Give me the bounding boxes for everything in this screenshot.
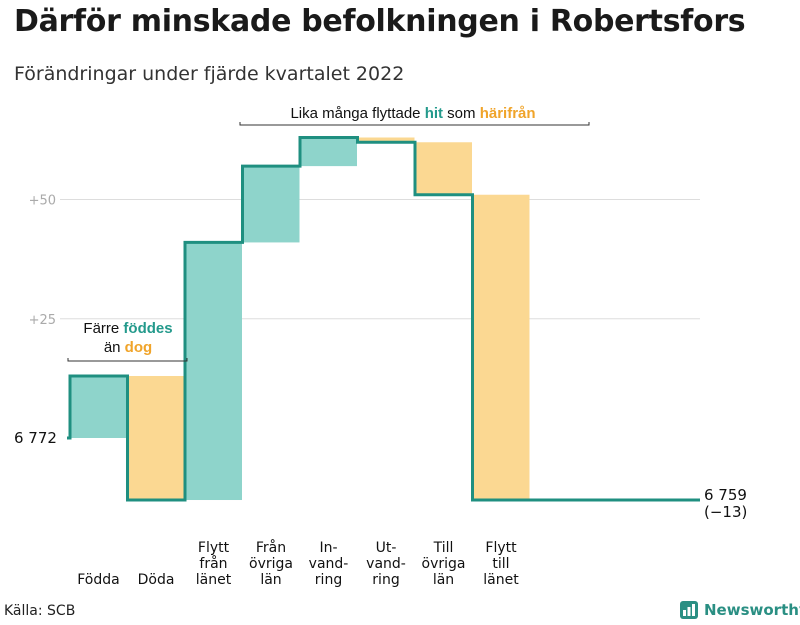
annotation-migration: Lika många flyttade hit som härifrån (290, 105, 535, 122)
category-label: In- (319, 540, 337, 556)
end-value-label: 6 759 (704, 486, 747, 504)
gridlines (60, 199, 700, 320)
category-label: län (433, 572, 454, 588)
bar (300, 137, 357, 167)
category-label: ring (372, 572, 399, 588)
bar (185, 242, 242, 501)
end-change-label: (−13) (704, 503, 747, 521)
category-label: Flytt (198, 540, 230, 556)
brand-name: Newsworthy (704, 601, 800, 619)
annotation-segment: som (443, 105, 480, 122)
y-tick-label: +25 (29, 313, 56, 328)
category-label: vand- (309, 556, 349, 572)
annotation-segment: härifrån (480, 105, 536, 122)
category-label: Från (256, 539, 286, 556)
category-label: Till (433, 540, 454, 556)
chart-title: Därför minskade befolkningen i Robertsfo… (14, 4, 746, 39)
category-label: länet (196, 572, 232, 588)
chart-subtitle: Förändringar under fjärde kvartalet 2022 (14, 63, 405, 85)
annotation-birth-death-line2: än dog (104, 339, 152, 356)
newsworthy-logo-icon (680, 601, 698, 619)
annotation-bracket-migration (239, 122, 590, 126)
annotation-segment: dog (125, 339, 153, 356)
category-label: Flytt (485, 540, 517, 556)
bar (70, 375, 127, 438)
annotation-bracket-birth-death (67, 358, 188, 362)
annotation-segment: hit (425, 105, 443, 122)
bar (242, 166, 300, 243)
category-label: län (260, 572, 281, 588)
category-label: Döda (138, 572, 175, 588)
start-value-label: 6 772 (14, 429, 57, 447)
category-label: Födda (77, 572, 119, 588)
bar (472, 194, 530, 501)
category-label: Ut- (376, 540, 397, 556)
annotation-birth-death-line1: Färre föddes (83, 320, 172, 337)
y-tick-label: +50 (29, 194, 56, 209)
annotation-segment: än (104, 339, 125, 356)
brand-logo: Newsworthy (680, 601, 800, 619)
source-note: Källa: SCB (4, 603, 76, 619)
category-label: ring (315, 572, 342, 588)
category-label: övriga (422, 556, 466, 572)
bar (127, 375, 185, 501)
category-label: till (492, 556, 509, 572)
category-label: länet (483, 572, 519, 588)
bar (415, 142, 472, 195)
category-label: vand- (366, 556, 406, 572)
annotation-segment: Lika många flyttade (290, 105, 424, 122)
cumulative-line (67, 135, 700, 502)
category-label: från (199, 555, 227, 572)
annotation-segment: Färre (83, 320, 123, 337)
annotation-segment: föddes (123, 320, 172, 337)
bar (357, 137, 415, 143)
category-label: övriga (249, 556, 293, 572)
